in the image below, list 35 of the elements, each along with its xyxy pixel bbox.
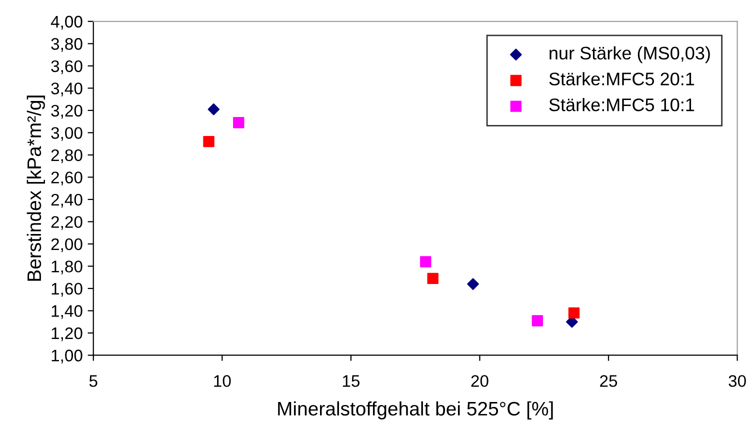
y-tick-label: 2,40	[51, 194, 82, 208]
y-tick-label: 3,20	[51, 104, 82, 119]
y-tick-label: 3,00	[51, 127, 82, 141]
y-tick-label: 3,40	[51, 82, 82, 96]
y-tick-label: 1,60	[52, 282, 82, 297]
point	[532, 315, 544, 326]
point	[208, 103, 220, 116]
y-tick-label: 2,20	[51, 216, 82, 230]
x-tick-label: 10	[214, 375, 231, 387]
x-tick-label: 25	[600, 375, 618, 387]
y-tick-label: 3,60	[51, 60, 82, 74]
y-tick-label: 3,80	[51, 38, 82, 52]
y-tick-label: 2,80	[51, 149, 82, 164]
point	[203, 136, 214, 148]
point	[568, 307, 580, 319]
x-axis-title: Mineralstoffgehalt bei 525°C [%]	[278, 401, 553, 420]
point	[233, 117, 244, 128]
point	[467, 278, 479, 290]
x-tick-label: 20	[471, 375, 488, 387]
point	[427, 272, 438, 284]
x-tick-label: 15	[342, 375, 360, 387]
y-tick-label: 2,60	[51, 172, 82, 186]
y-tick-label: 1,20	[52, 327, 82, 342]
y-axis-title: Berstindex [kPa*m²/g]	[26, 96, 45, 281]
y-tick-label: 2,00	[51, 238, 82, 252]
x-tick-label: 5	[89, 375, 98, 387]
x-tick-label: 30	[728, 375, 746, 387]
legend-label: Stärke:MFC5 20:1	[549, 72, 694, 86]
point	[420, 256, 432, 268]
y-tick-label: 1,80	[52, 260, 82, 274]
y-tick-label: 4,00	[50, 16, 82, 30]
legend-label: Stärke:MFC5 10:1	[549, 98, 694, 112]
legend-label: nur Stärke (MS0,03)	[550, 46, 710, 64]
y-tick-label: 1,00	[52, 350, 82, 364]
y-tick-label: 1,40	[52, 305, 82, 319]
